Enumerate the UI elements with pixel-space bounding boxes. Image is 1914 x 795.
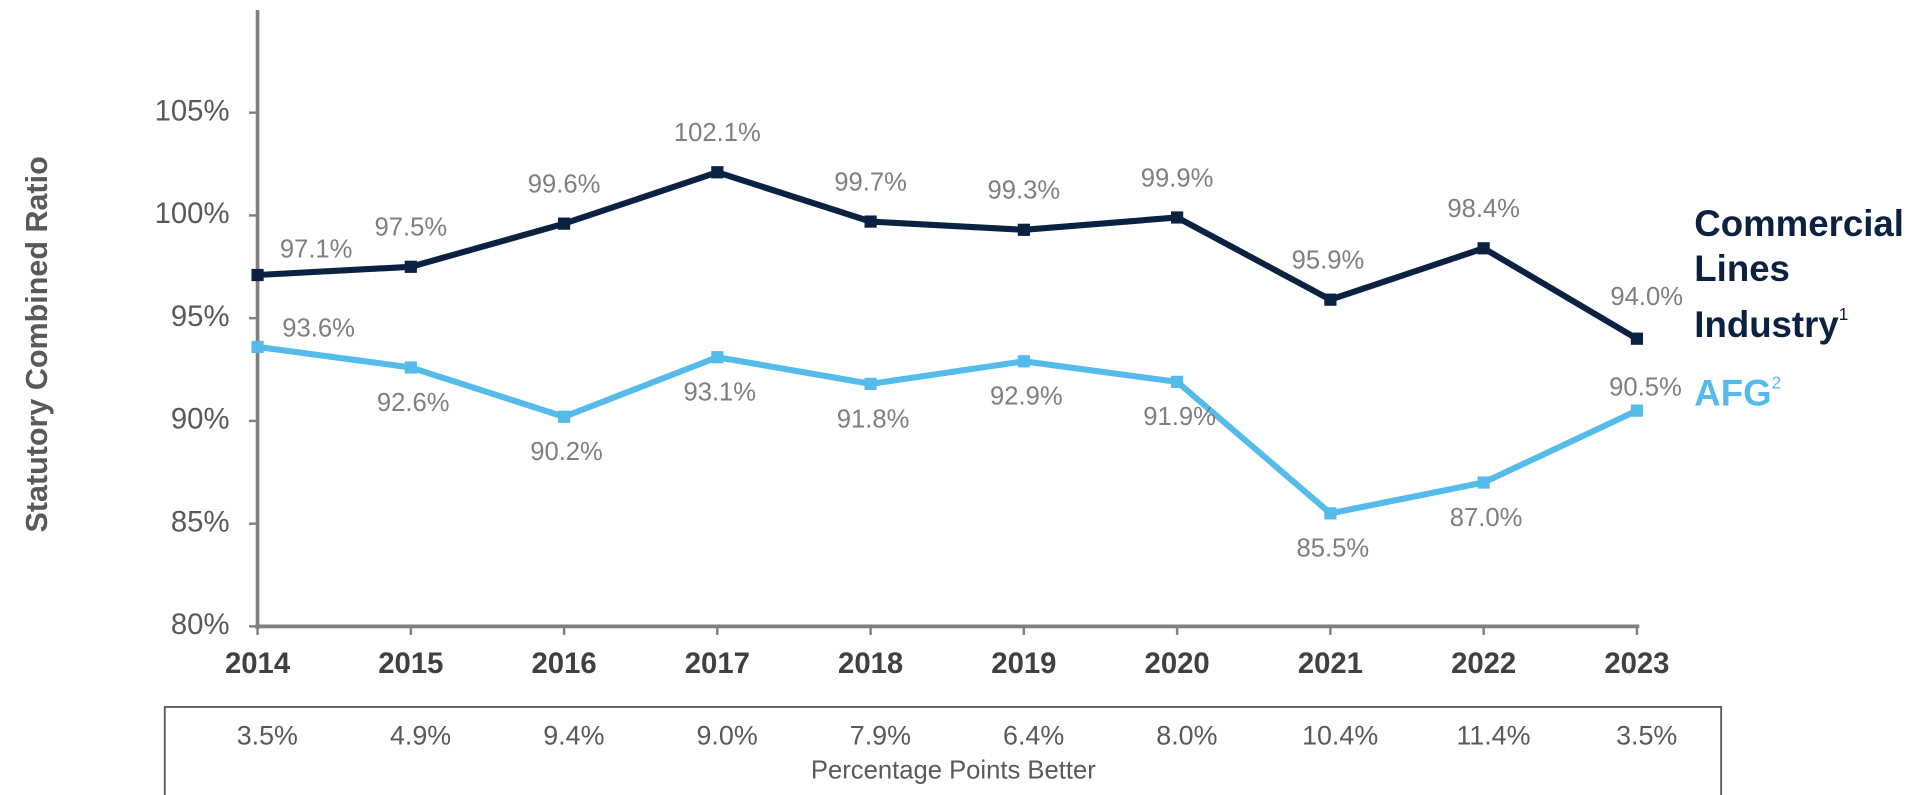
y-tick-label: 85% xyxy=(171,505,230,538)
series-line xyxy=(257,343,1639,517)
point-marker xyxy=(1630,332,1644,345)
y-tick-label: 80% xyxy=(171,608,230,641)
x-tick-label: 2022 xyxy=(1451,647,1516,680)
point-marker xyxy=(1324,507,1337,520)
difference-box xyxy=(163,706,1723,795)
x-tick-label: 2015 xyxy=(378,647,443,680)
point-marker xyxy=(1477,476,1490,489)
legend-footnote: 1 xyxy=(1838,304,1849,324)
difference-label: 9.0% xyxy=(697,721,758,751)
legend-label: AFG2 xyxy=(1694,360,1914,416)
data-label: 85.5% xyxy=(1296,535,1369,563)
data-label: 93.6% xyxy=(282,315,355,343)
data-label: 97.5% xyxy=(374,214,447,242)
data-label: 98.4% xyxy=(1447,195,1520,223)
difference-label: 10.4% xyxy=(1302,721,1378,751)
legend-label: Commercial Lines Industry1 xyxy=(1694,202,1914,348)
difference-label: 8.0% xyxy=(1156,721,1217,751)
y-tick-label: 100% xyxy=(155,197,230,230)
data-label: 99.6% xyxy=(528,171,601,199)
point-marker xyxy=(404,361,417,374)
data-label: 91.9% xyxy=(1143,403,1216,431)
x-tick-label: 2018 xyxy=(838,647,903,680)
point-marker xyxy=(711,351,724,364)
data-label: 95.9% xyxy=(1292,247,1365,275)
point-marker xyxy=(251,268,264,282)
difference-title: Percentage Points Better xyxy=(811,756,1096,784)
legend-entry: Commercial Lines Industry1 xyxy=(1694,202,1914,348)
point-marker xyxy=(251,340,264,354)
point-marker xyxy=(864,377,877,391)
point-marker xyxy=(404,260,417,273)
data-label: 87.0% xyxy=(1450,504,1523,532)
legend-name: AFG xyxy=(1694,373,1772,414)
data-label: 99.3% xyxy=(988,177,1061,205)
data-label: 99.7% xyxy=(834,169,907,197)
legend-entry: AFG2 xyxy=(1694,360,1914,416)
y-tick-label: 95% xyxy=(171,300,230,333)
x-tick-label: 2016 xyxy=(532,647,597,680)
difference-label: 3.5% xyxy=(237,721,298,751)
data-label: 102.1% xyxy=(674,119,761,147)
point-marker xyxy=(557,217,571,230)
point-marker xyxy=(711,166,724,179)
y-tick-label: 105% xyxy=(155,94,230,127)
difference-label: 9.4% xyxy=(543,721,604,751)
data-label: 97.1% xyxy=(280,235,353,263)
data-label: 90.2% xyxy=(530,438,603,466)
point-marker xyxy=(1630,404,1644,417)
legend-name: Commercial Lines Industry xyxy=(1694,204,1904,346)
point-marker xyxy=(1171,211,1184,224)
point-marker xyxy=(1477,242,1490,255)
data-label: 92.6% xyxy=(377,389,450,417)
data-label: 90.5% xyxy=(1609,373,1682,401)
point-marker xyxy=(1324,293,1337,306)
x-tick-label: 2014 xyxy=(225,647,291,680)
point-marker xyxy=(1017,355,1030,368)
point-marker xyxy=(1171,375,1184,388)
x-tick-label: 2023 xyxy=(1604,647,1669,680)
difference-label: 4.9% xyxy=(390,721,451,751)
difference-label: 6.4% xyxy=(1003,721,1064,751)
legend-footnote: 2 xyxy=(1771,372,1782,393)
point-marker xyxy=(864,215,877,228)
data-label: 94.0% xyxy=(1610,283,1683,311)
x-tick-label: 2021 xyxy=(1298,647,1363,680)
x-tick-label: 2020 xyxy=(1145,647,1210,680)
x-tick-label: 2019 xyxy=(991,647,1056,680)
data-label: 99.9% xyxy=(1141,164,1214,192)
y-axis-title: Statutory Combined Ratio xyxy=(20,156,54,532)
y-tick-label: 90% xyxy=(171,403,230,436)
series-line xyxy=(257,169,1639,342)
data-label: 93.1% xyxy=(683,379,756,407)
data-label: 92.9% xyxy=(990,383,1063,411)
x-tick-label: 2017 xyxy=(685,647,750,680)
data-label: 91.8% xyxy=(837,405,910,433)
difference-label: 11.4% xyxy=(1456,721,1530,751)
point-marker xyxy=(1017,223,1030,236)
difference-label: 3.5% xyxy=(1616,721,1677,751)
point-marker xyxy=(557,410,571,423)
difference-label: 7.9% xyxy=(850,721,911,751)
